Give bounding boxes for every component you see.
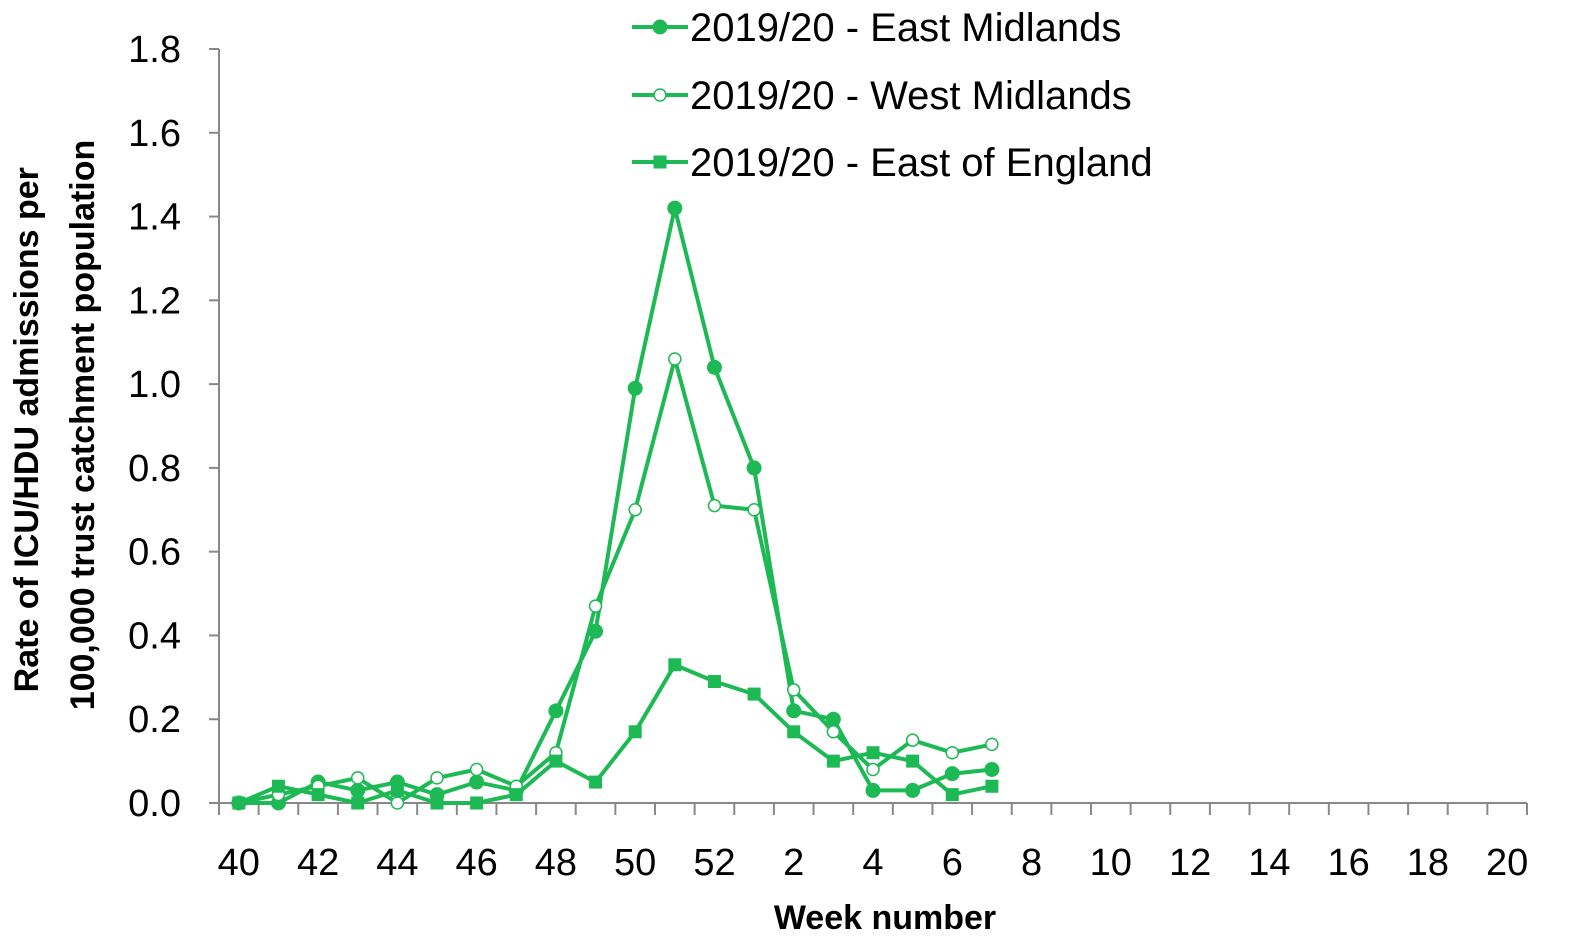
data-point-west-midlands [668, 352, 682, 366]
data-point-east-of-england [311, 788, 325, 802]
data-point-east-midlands [469, 774, 485, 790]
x-tick-label: 2 [783, 842, 804, 884]
data-point-east-midlands [350, 782, 366, 798]
y-axis-title-line-2: 100,000 trust catchment population [64, 140, 102, 711]
x-axis: 40 42 44 46 48 50 52 2 4 6 8 10 12 14 16 18 20 [218, 802, 1528, 884]
data-point-east-of-england [826, 754, 840, 768]
data-point-east-midlands [865, 782, 881, 798]
data-point-west-midlands [390, 796, 405, 810]
data-point-east-midlands [905, 782, 921, 798]
legend-entry-east-of-england: 2019/20 - East of England [632, 141, 1153, 185]
data-point-east-of-england [351, 796, 365, 810]
y-tick-label: 0.0 [128, 783, 181, 825]
series-line-west-midlands [238, 357, 993, 805]
x-tick-label: 12 [1169, 842, 1211, 884]
data-point-east-of-england [589, 775, 603, 789]
data-point-west-midlands [786, 683, 801, 697]
x-tick-label: 4 [862, 842, 883, 884]
y-tick-label: 0.2 [128, 699, 181, 741]
y-axis: 0.0 0.2 0.4 0.6 0.8 1.0 1.2 1.4 1.6 1.8 [128, 29, 220, 825]
x-tick-label: 18 [1407, 842, 1449, 884]
data-point-west-midlands [866, 762, 880, 777]
data-point-west-midlands [628, 503, 642, 517]
data-point-east-midlands [984, 761, 1000, 777]
x-tick-label: 52 [693, 842, 735, 884]
y-tick-label: 1.8 [128, 29, 181, 71]
series-line-east-of-england [238, 662, 993, 805]
data-point-west-midlands [905, 733, 920, 747]
data-point-east-of-england [945, 788, 959, 802]
x-tick-label: 50 [614, 842, 656, 884]
data-point-east-midlands [627, 380, 643, 396]
x-tick-label: 8 [1021, 842, 1042, 884]
legend-entry-east-midlands: 2019/20 - East Midlands [632, 6, 1121, 50]
y-tick-label: 0.8 [128, 448, 181, 490]
data-point-west-midlands [707, 498, 722, 513]
legend-label-west-midlands: 2019/20 - West Midlands [690, 74, 1132, 118]
x-tick-label: 40 [218, 842, 260, 884]
data-point-east-midlands [548, 703, 564, 719]
legend-marker-east-of-england [653, 155, 667, 169]
x-tick-label: 6 [942, 842, 963, 884]
data-point-east-midlands [786, 703, 802, 719]
series-east-midlands [231, 200, 1000, 811]
y-tick-label: 0.4 [128, 615, 181, 657]
y-tick-label: 1.0 [128, 364, 181, 406]
data-point-west-midlands [747, 503, 761, 517]
y-tick-label: 0.6 [128, 532, 181, 574]
data-point-east-of-england [430, 796, 444, 810]
data-point-east-of-england [470, 796, 484, 810]
data-point-east-midlands [706, 359, 722, 375]
data-point-east-of-england [390, 783, 404, 797]
data-point-east-of-england [906, 754, 920, 768]
x-tick-label: 16 [1327, 842, 1369, 884]
data-point-west-midlands [430, 771, 444, 785]
data-point-west-midlands [469, 762, 484, 777]
legend-label-east-midlands: 2019/20 - East Midlands [690, 6, 1121, 50]
data-point-east-of-england [232, 796, 246, 810]
x-tick-label: 44 [376, 842, 418, 884]
data-point-east-of-england [509, 788, 523, 802]
data-point-west-midlands [985, 737, 999, 752]
y-tick-label: 1.2 [128, 280, 181, 322]
data-point-east-of-england [985, 779, 999, 793]
legend-label-east-of-england: 2019/20 - East of England [690, 141, 1153, 185]
x-axis-title: Week number [774, 899, 996, 937]
data-point-east-of-england [747, 687, 761, 701]
data-point-east-of-england [549, 754, 563, 768]
y-tick-label: 1.4 [128, 197, 181, 239]
x-tick-label: 42 [297, 842, 339, 884]
data-point-east-midlands [667, 200, 683, 216]
data-point-east-midlands [944, 766, 960, 782]
data-point-east-midlands [746, 460, 762, 476]
x-tick-label: 20 [1486, 842, 1528, 884]
y-axis-title: Rate of ICU/HDU admissions per 100,000 t… [8, 140, 102, 711]
data-point-east-of-england [866, 746, 880, 760]
series-west-midlands [232, 352, 999, 810]
data-point-east-of-england [668, 658, 682, 672]
y-axis-title-line-1: Rate of ICU/HDU admissions per [8, 167, 46, 692]
data-point-east-of-england [707, 675, 721, 689]
data-point-west-midlands [350, 771, 365, 785]
legend: 2019/20 - East Midlands 2019/20 - West M… [632, 6, 1153, 185]
data-point-east-of-england [787, 725, 801, 739]
data-point-west-midlands [826, 725, 841, 739]
x-tick-label: 14 [1248, 842, 1290, 884]
legend-marker-east-midlands [652, 19, 668, 35]
data-point-east-of-england [628, 725, 642, 739]
series-line-east-midlands [238, 206, 993, 805]
x-tick-label: 48 [535, 842, 577, 884]
data-point-west-midlands [945, 745, 960, 760]
data-point-east-of-england [271, 779, 285, 793]
data-point-east-midlands [825, 711, 841, 727]
x-tick-label: 46 [455, 842, 497, 884]
legend-marker-west-midlands [653, 88, 667, 102]
y-tick-label: 1.6 [128, 113, 181, 155]
series-layer [231, 200, 1000, 811]
legend-entry-west-midlands: 2019/20 - West Midlands [632, 74, 1132, 118]
series-east-of-england [232, 658, 999, 810]
data-point-west-midlands [588, 599, 603, 613]
x-tick-label: 10 [1090, 842, 1132, 884]
